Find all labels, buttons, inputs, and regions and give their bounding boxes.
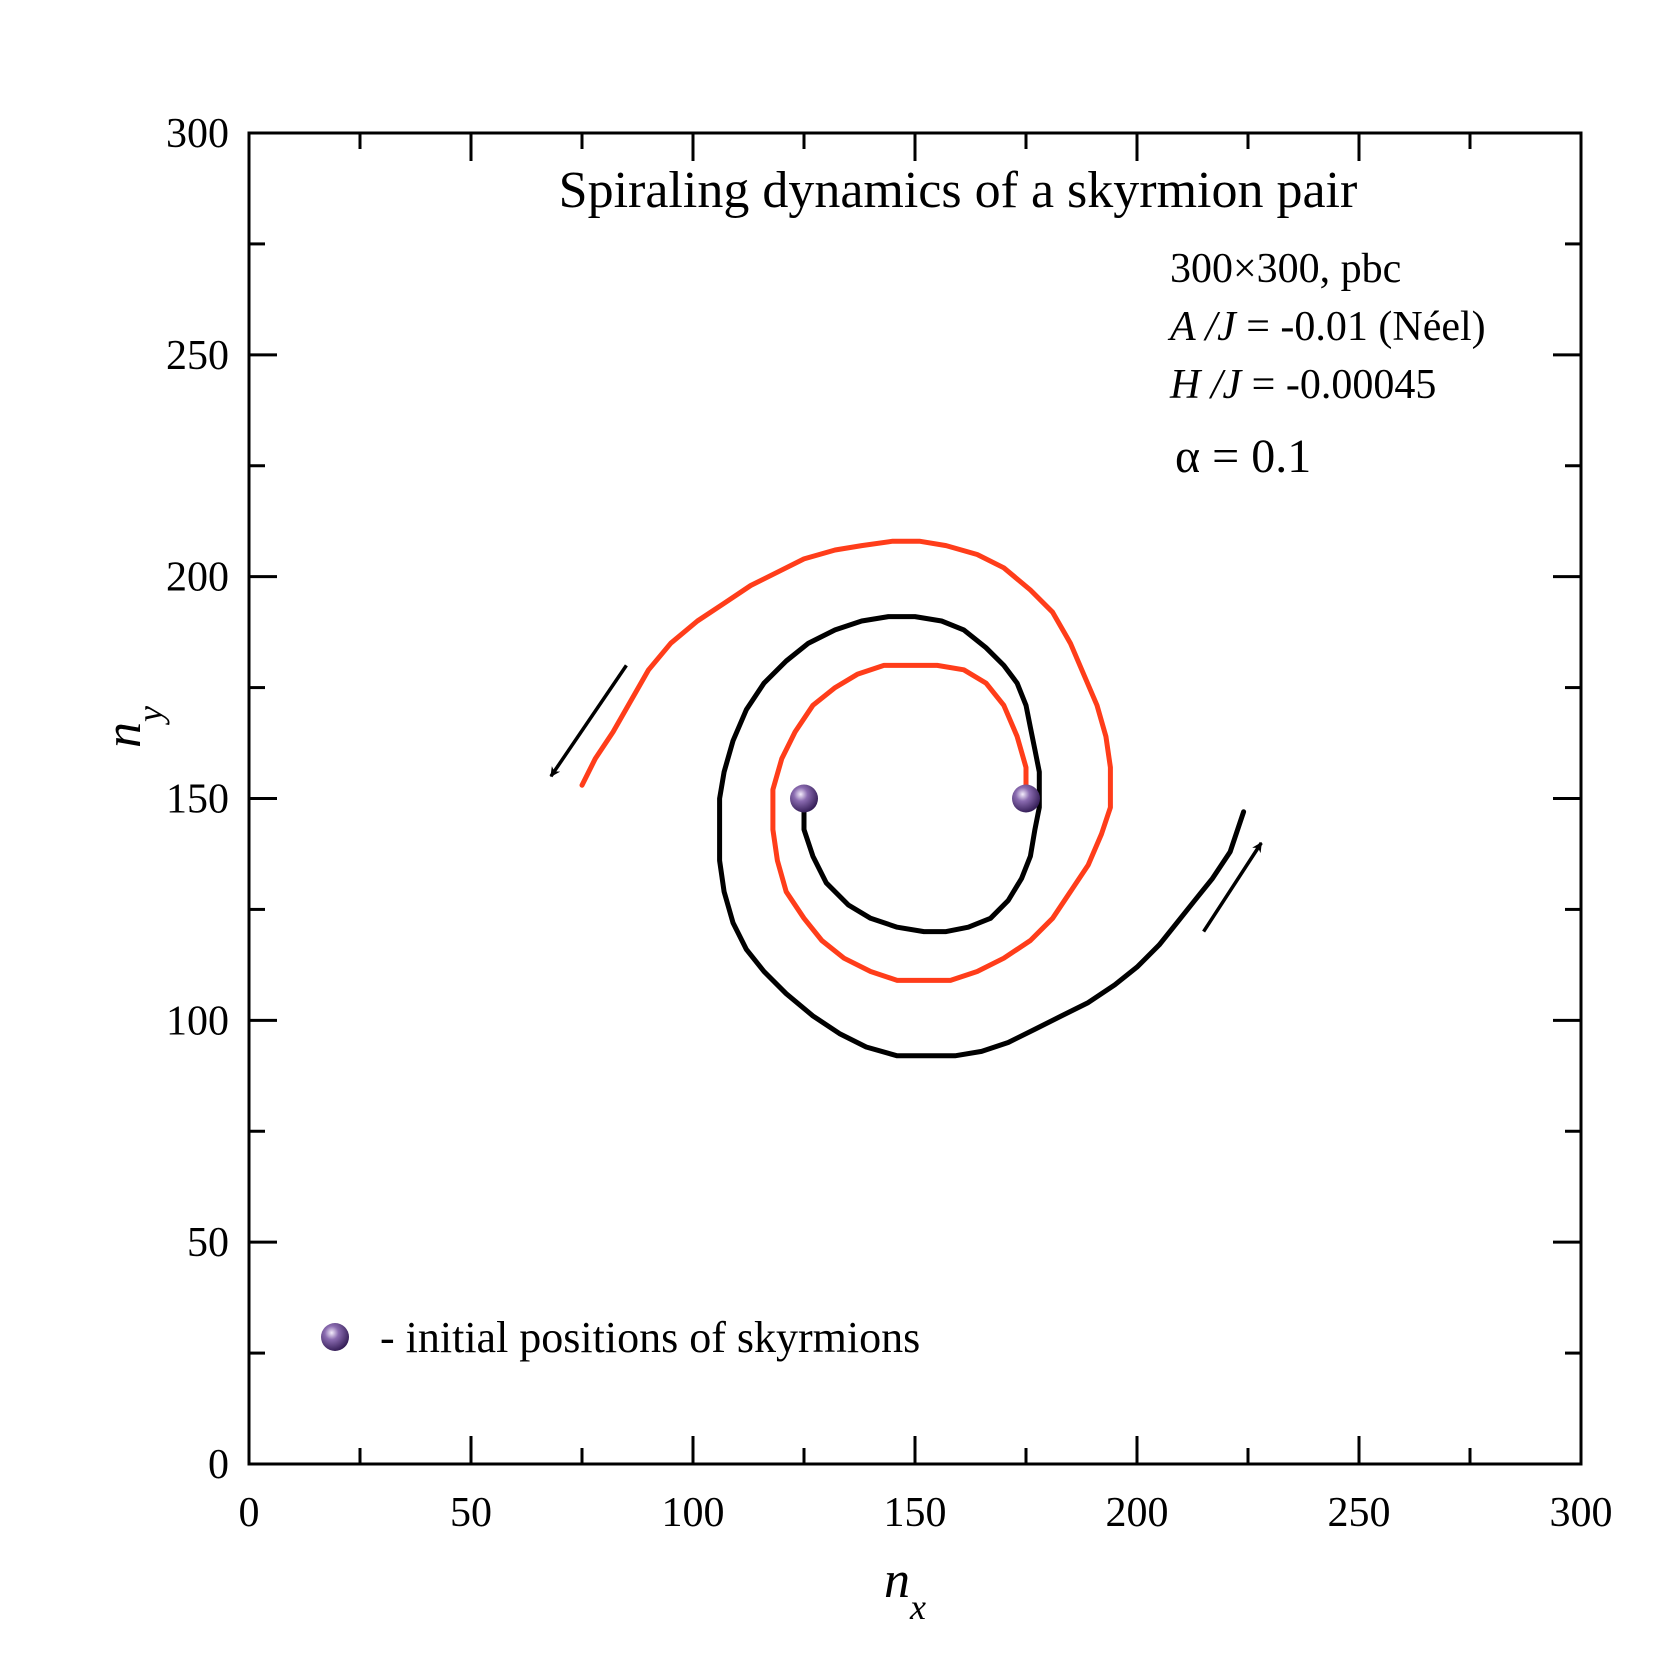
annotation-field-value: = -0.00045 xyxy=(1241,362,1436,408)
skyrmion-initial-position-2 xyxy=(1012,784,1040,813)
x-tick-label: 100 xyxy=(662,1490,725,1536)
y-axis-label: ny xyxy=(95,706,170,748)
annotation-field-label: H /J xyxy=(1169,362,1244,408)
x-tick-label: 150 xyxy=(884,1490,947,1536)
skyrmion-initial-position-1 xyxy=(790,784,818,813)
trajectory-black xyxy=(717,614,1247,1059)
x-tick-label: 50 xyxy=(450,1490,492,1536)
x-tick-label: 300 xyxy=(1550,1490,1613,1536)
tick-layer: 0 50 100 150 200 250 300 0 50 100 150 200 250 300 xyxy=(166,111,1613,1536)
x-tick-label: 0 xyxy=(239,1490,260,1536)
y-tick-label: 150 xyxy=(166,777,229,823)
trajectory-red xyxy=(579,538,1113,983)
y-axis-label-main: n xyxy=(95,722,152,748)
x-tick-label: 200 xyxy=(1106,1490,1169,1536)
annotation-damping: α = 0.1 xyxy=(1175,430,1311,483)
y-tick-label: 300 xyxy=(166,111,229,157)
annotation-size: 300×300, pbc xyxy=(1170,246,1401,292)
x-axis-label-main: n xyxy=(884,1552,910,1609)
y-tick-label: 0 xyxy=(208,1442,229,1488)
annotation-anisotropy: A /J = -0.01 (Néel) xyxy=(1167,304,1486,350)
annotation-anisotropy-label: A /J xyxy=(1167,304,1238,350)
initial-position-layer xyxy=(790,784,1040,813)
direction-arrow-1 xyxy=(549,664,628,778)
annotation-anisotropy-value: = -0.01 (Néel) xyxy=(1236,304,1486,350)
x-tick-label: 250 xyxy=(1328,1490,1391,1536)
x-axis-label: nx xyxy=(884,1552,926,1627)
y-tick-label: 250 xyxy=(166,333,229,379)
trajectory-layer xyxy=(549,538,1263,1059)
y-tick-label: 100 xyxy=(166,998,229,1044)
direction-arrow-2 xyxy=(1202,841,1263,933)
legend: - initial positions of skyrmions xyxy=(321,1313,920,1362)
y-axis-label-sub: y xyxy=(130,706,170,725)
legend-skyrmion-marker xyxy=(321,1323,349,1351)
annotation-field: H /J = -0.00045 xyxy=(1169,362,1436,408)
legend-text: - initial positions of skyrmions xyxy=(380,1313,920,1362)
x-axis-label-sub: x xyxy=(909,1587,926,1627)
chart-title: Spiraling dynamics of a skyrmion pair xyxy=(559,162,1358,219)
y-tick-label: 200 xyxy=(166,555,229,601)
y-tick-label: 50 xyxy=(187,1220,229,1266)
